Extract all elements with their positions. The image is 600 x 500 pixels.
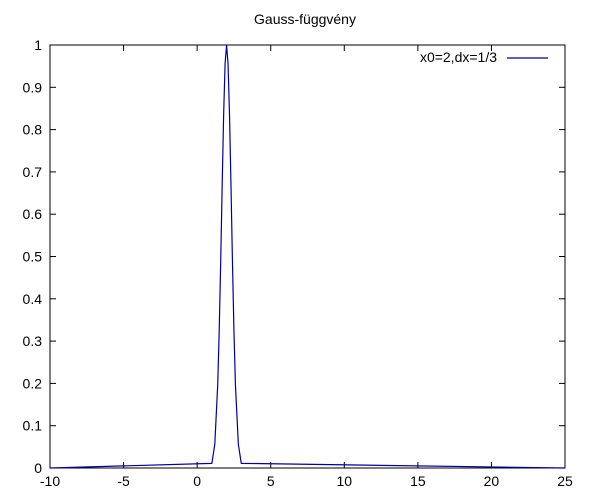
y-tick-label-4: 0.4	[23, 291, 43, 307]
y-tick-label-0: 0	[34, 460, 42, 476]
x-axis: -10 -5 0 5 10 15 20 25	[40, 45, 573, 489]
y-tick-label-9: 0.9	[23, 79, 43, 95]
legend: x0=2,dx=1/3	[420, 49, 548, 65]
y-tick-label-6: 0.6	[23, 206, 43, 222]
x-tick-label-5: 15	[410, 473, 426, 489]
x-tick-label-0: -10	[40, 473, 60, 489]
y-tick-label-10: 1	[34, 37, 42, 53]
y-tick-label-2: 0.2	[23, 375, 43, 391]
x-tick-label-3: 5	[267, 473, 275, 489]
x-tick-label-1: -5	[117, 473, 130, 489]
y-tick-label-7: 0.7	[23, 164, 43, 180]
y-tick-label-3: 0.3	[23, 333, 43, 349]
x-tick-label-6: 20	[484, 473, 500, 489]
plot-frame	[49, 44, 566, 469]
y-axis: 0 0.1 0.2 0.3 0.4 0.5 0.6 0.7 0.8 0.9 1	[23, 37, 565, 476]
x-tick-label-7: 25	[557, 473, 573, 489]
legend-label-series-1: x0=2,dx=1/3	[420, 49, 497, 65]
x-tick-label-4: 10	[336, 473, 352, 489]
y-tick-label-5: 0.5	[23, 249, 43, 265]
chart-title: Gauss-függvény	[254, 11, 356, 27]
y-tick-label-8: 0.8	[23, 122, 43, 138]
series-layer	[49, 44, 566, 469]
y-tick-label-1: 0.1	[23, 418, 43, 434]
series-line-1	[49, 44, 566, 469]
x-tick-label-2: 0	[193, 473, 201, 489]
